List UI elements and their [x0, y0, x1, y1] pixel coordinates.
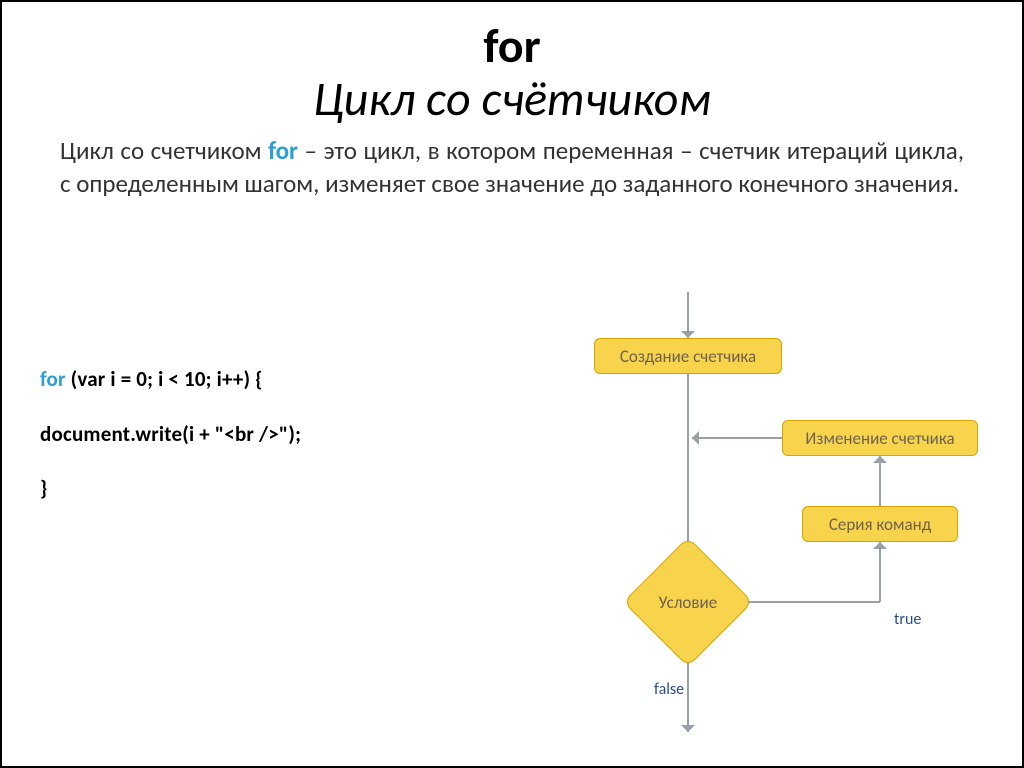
- slide: for Цикл со счётчиком Цикл со счетчиком …: [0, 0, 1024, 768]
- flowchart-node-init: Создание счетчика: [594, 338, 782, 374]
- code-line1-rest: (var i = 0; i < 10; i++) {: [66, 366, 263, 392]
- desc-pre: Цикл со счетчиком: [60, 135, 268, 166]
- code-line-1: for (var i = 0; i < 10; i++) {: [40, 352, 301, 407]
- title-subtitle: Цикл со счётчиком: [313, 69, 711, 128]
- code-line-3: }: [40, 461, 301, 516]
- flowchart-node-inc: Изменение счетчика: [782, 420, 978, 456]
- flowchart-edge-label: false: [654, 680, 684, 699]
- description: Цикл со счетчиком for – это цикл, в кото…: [2, 126, 1022, 202]
- slide-title: for Цикл со счётчиком: [2, 2, 1022, 126]
- flowchart-node-body: Серия команд: [802, 506, 958, 542]
- code-block: for (var i = 0; i < 10; i++) { document.…: [40, 352, 301, 516]
- flowchart-edge-label: true: [894, 610, 921, 629]
- code-line-2: document.write(i + "<br />");: [40, 407, 301, 462]
- flowchart-node-label: Условие: [659, 591, 718, 612]
- title-keyword: for: [483, 16, 540, 75]
- code-keyword-for: for: [40, 366, 66, 392]
- flowchart: Создание счетчика Изменение счетчика Серия…: [502, 292, 1002, 752]
- desc-keyword: for: [268, 135, 298, 166]
